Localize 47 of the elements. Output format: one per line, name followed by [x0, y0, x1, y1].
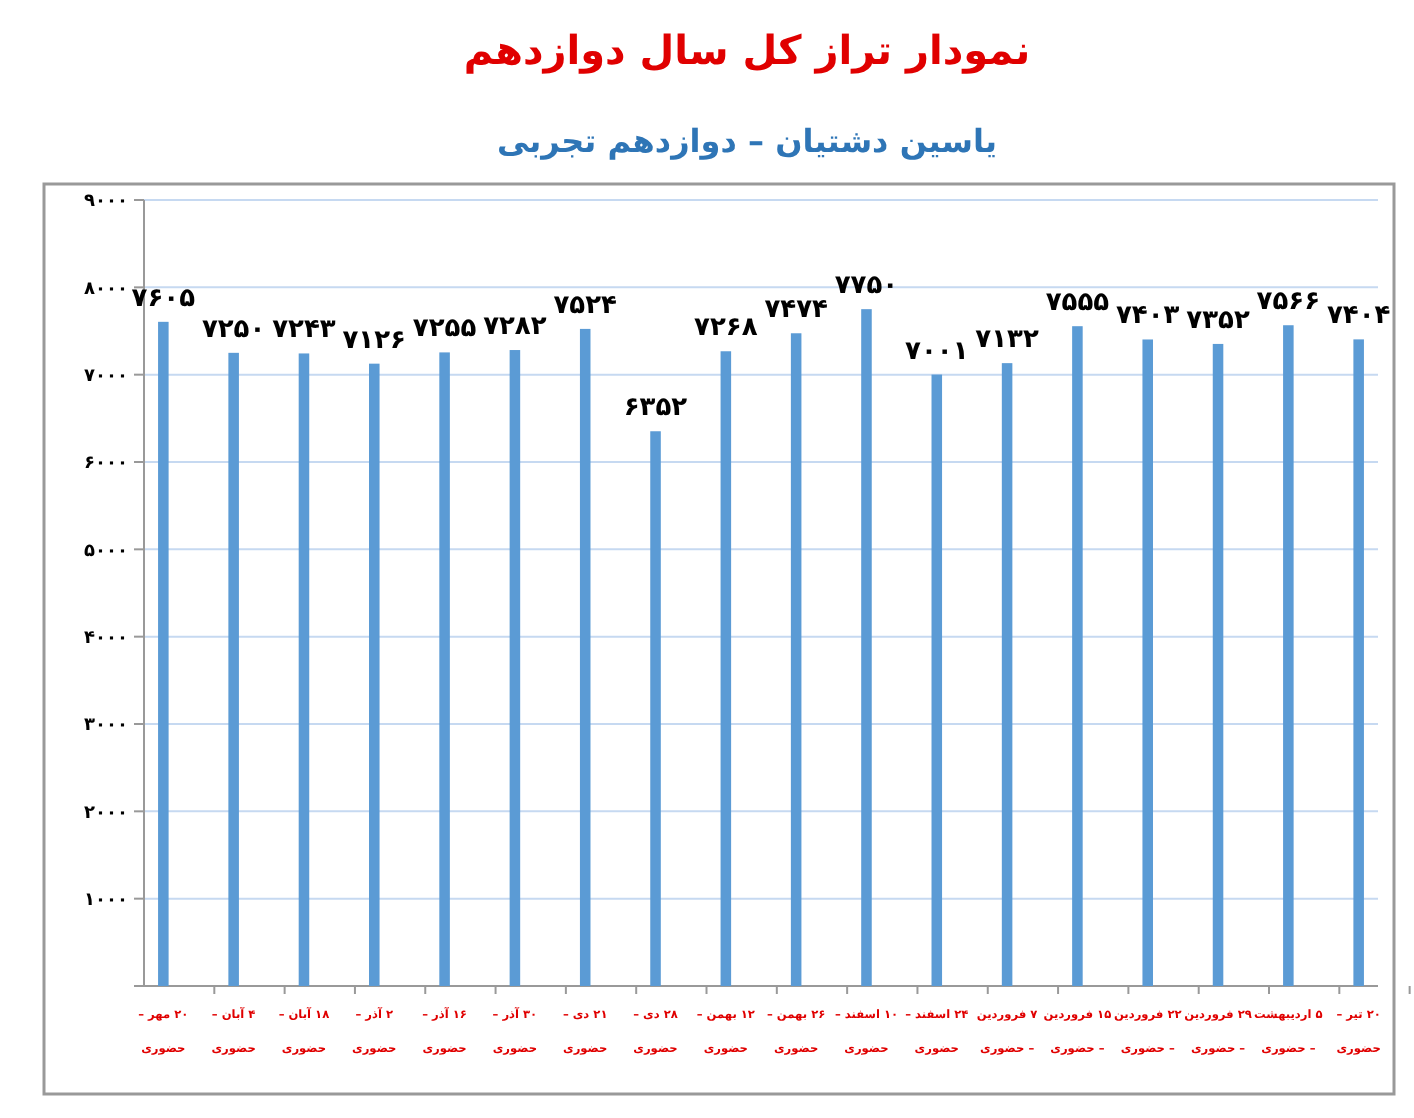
y-tick-label: ۸۰۰۰	[84, 279, 128, 300]
data-label: ۷۶۰۵	[131, 283, 196, 314]
data-label: ۷۲۵۵	[412, 314, 477, 345]
chart-title: نمودار تراز کل سال دوازدهم	[463, 26, 1031, 74]
bar	[1072, 326, 1083, 986]
data-label: ۷۱۳۲	[975, 325, 1039, 356]
data-label: ۷۱۲۶	[342, 325, 407, 356]
data-label: ۷۴۷۴	[764, 295, 829, 326]
data-label: ۷۵۲۴	[553, 290, 618, 321]
bar	[509, 350, 521, 986]
y-tick-label: ۶۰۰۰	[84, 454, 128, 475]
bar	[861, 309, 872, 986]
bar	[439, 352, 450, 986]
data-label: ۷۲۶۸	[694, 313, 758, 344]
y-tick-label: ۴۰۰۰	[84, 628, 128, 649]
y-tick-label: ۲۰۰۰	[84, 803, 128, 824]
bar	[720, 351, 732, 986]
data-label: ۶۳۵۲	[623, 393, 688, 424]
bar	[1283, 325, 1294, 986]
chart-subtitle: یاسین دشتیان – دوازدهم تجربی	[496, 122, 998, 160]
bar	[579, 328, 591, 986]
data-label: ۷۰۰۱	[905, 336, 969, 367]
data-label: ۷۲۵۰	[201, 314, 266, 345]
bar	[369, 363, 380, 986]
data-label: ۷۷۵۰	[834, 271, 899, 302]
data-label: ۷۵۶۶	[1256, 287, 1321, 318]
bar	[790, 333, 802, 986]
data-label: ۷۲۴۳	[272, 315, 336, 346]
data-label: ۷۲۸۲	[483, 312, 547, 343]
bar	[931, 374, 943, 986]
data-label: ۷۵۵۵	[1045, 288, 1110, 319]
bar	[1212, 343, 1224, 986]
y-tick-label: ۹۰۰۰	[84, 192, 128, 213]
y-tick-label: ۳۰۰۰	[84, 716, 128, 737]
bar	[1001, 363, 1013, 986]
bar	[298, 353, 310, 986]
bar	[650, 431, 661, 986]
y-tick-label: ۵۰۰۰	[84, 541, 128, 562]
data-label: ۷۴۰۳	[1115, 301, 1180, 332]
bar	[1353, 339, 1364, 986]
y-tick-label: ۱۰۰۰	[84, 890, 128, 911]
y-tick-label: ۷۰۰۰	[84, 366, 128, 387]
data-label: ۷۳۵۲	[1186, 305, 1250, 336]
bar	[158, 321, 169, 986]
data-label: ۷۴۰۴	[1326, 301, 1391, 332]
bar	[228, 352, 239, 986]
bar	[1142, 339, 1153, 986]
